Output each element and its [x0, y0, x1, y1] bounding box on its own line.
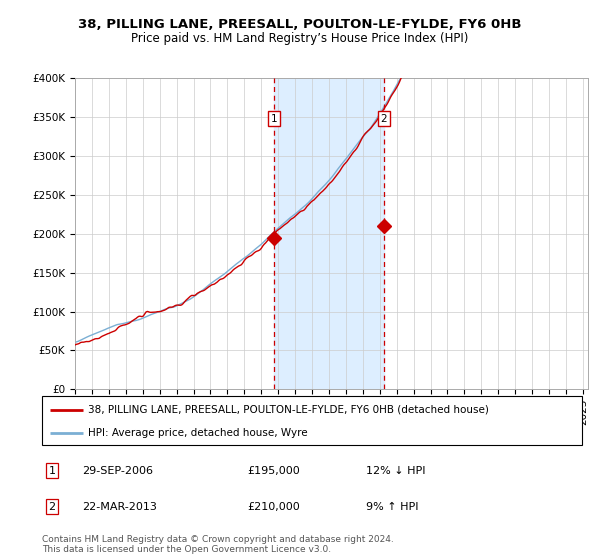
- Text: 38, PILLING LANE, PREESALL, POULTON-LE-FYLDE, FY6 0HB: 38, PILLING LANE, PREESALL, POULTON-LE-F…: [78, 18, 522, 31]
- Text: Price paid vs. HM Land Registry’s House Price Index (HPI): Price paid vs. HM Land Registry’s House …: [131, 32, 469, 45]
- Bar: [274, 78, 383, 389]
- Text: 12% ↓ HPI: 12% ↓ HPI: [366, 465, 425, 475]
- Text: 9% ↑ HPI: 9% ↑ HPI: [366, 502, 419, 512]
- Text: 38, PILLING LANE, PREESALL, POULTON-LE-FYLDE, FY6 0HB (detached house): 38, PILLING LANE, PREESALL, POULTON-LE-F…: [88, 405, 489, 415]
- Text: £195,000: £195,000: [247, 465, 300, 475]
- Text: 1: 1: [49, 465, 55, 475]
- Text: 2: 2: [380, 114, 387, 124]
- Text: 22-MAR-2013: 22-MAR-2013: [83, 502, 157, 512]
- Text: 1: 1: [271, 114, 277, 124]
- Text: £210,000: £210,000: [247, 502, 300, 512]
- Text: 29-SEP-2006: 29-SEP-2006: [83, 465, 154, 475]
- Text: Contains HM Land Registry data © Crown copyright and database right 2024.
This d: Contains HM Land Registry data © Crown c…: [42, 535, 394, 554]
- Text: 2: 2: [49, 502, 56, 512]
- Text: HPI: Average price, detached house, Wyre: HPI: Average price, detached house, Wyre: [88, 428, 308, 438]
